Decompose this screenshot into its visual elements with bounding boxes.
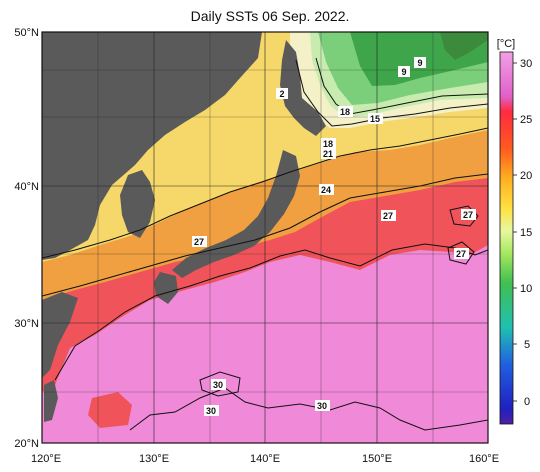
svg-text:27: 27 [194,237,204,247]
svg-text:30: 30 [206,406,216,416]
svg-text:30: 30 [317,401,327,411]
colorbar-tick-25: 25 [520,114,532,126]
colorbar-tick-20: 20 [520,170,532,182]
contour-label-27a: 27 [192,236,207,247]
contour-label-18a: 18 [338,106,353,117]
isotherm-18 [295,59,488,127]
svg-text:9: 9 [401,67,406,77]
lat-labels: 50°N 40°N 30°N 20°N [14,27,39,450]
honshu [172,150,300,278]
contour-label-18b: 18 [321,138,336,149]
svg-text:24: 24 [321,185,331,195]
sst-27-pocket [88,392,132,428]
map-title: Daily SSTs 06 Sep. 2022. [190,8,350,24]
contour-label-27b: 27 [381,210,396,221]
contour-label-30b: 30 [204,405,219,416]
contour-label-21: 21 [321,148,336,159]
kyushu-shikoku [154,272,178,304]
contour-label-24: 24 [319,184,334,195]
isotherm-24 [42,173,488,297]
lat-label-30: 30°N [14,318,39,330]
contour-label-2: 2 [276,88,288,99]
colorbar-tick-15: 15 [520,227,532,239]
isotherm-15 [315,57,488,115]
kamchatka [440,32,488,60]
svg-text:18: 18 [340,107,350,117]
taiwan [44,380,58,422]
colorbar-tick-30: 30 [520,58,532,70]
lat-label-40: 40°N [14,181,39,193]
lat-label-50: 50°N [14,27,39,39]
colorbar-tick-0: 0 [524,396,530,408]
korea [120,170,155,238]
contour-labels: 2 9 9 15 18 18 21 24 27 27 27 27 30 30 3… [192,57,476,416]
lon-label-130: 130°E [139,453,169,465]
lon-label-140: 140°E [250,453,280,465]
eddy-27b [447,241,475,265]
contour-label-27d: 27 [454,248,469,259]
isotherm-30 [129,387,488,431]
lon-label-150: 150°E [362,453,392,465]
contour-label-27c: 27 [461,209,476,220]
lon-labels: 120°E 130°E 140°E 150°E 160°E [31,453,499,465]
contour-label-9b: 9 [414,57,426,68]
colorbar-tick-10: 10 [520,283,532,295]
china-coast [42,292,78,378]
colorbar: [°C] 30 25 20 15 10 5 0 [497,38,532,425]
asia-mainland [42,32,262,260]
lat-label-20: 20°N [14,438,39,450]
contour-label-30a: 30 [211,379,226,390]
svg-text:27: 27 [456,249,466,259]
colorbar-unit: [°C] [497,38,515,50]
colorbar-scale [499,51,514,425]
svg-text:9: 9 [417,58,422,68]
svg-text:27: 27 [463,210,473,220]
svg-text:2: 2 [279,89,284,99]
isotherm-27 [54,243,488,381]
graticule [42,32,488,443]
contour-label-9a: 9 [398,66,410,77]
lon-label-160: 160°E [469,453,499,465]
svg-text:21: 21 [323,149,333,159]
svg-text:30: 30 [213,380,223,390]
contour-label-15: 15 [368,113,383,124]
colorbar-tick-5: 5 [524,339,530,351]
lon-label-120: 120°E [31,453,61,465]
map-frame [41,31,489,444]
svg-text:15: 15 [370,114,380,124]
sakhalin-hokkaido [280,40,326,136]
eddy-27a [449,205,479,227]
svg-text:18: 18 [323,139,333,149]
isotherms [42,57,488,431]
contour-label-30c: 30 [315,400,330,411]
land [42,32,488,422]
svg-text:27: 27 [383,211,393,221]
isotherm-21 [42,127,488,259]
